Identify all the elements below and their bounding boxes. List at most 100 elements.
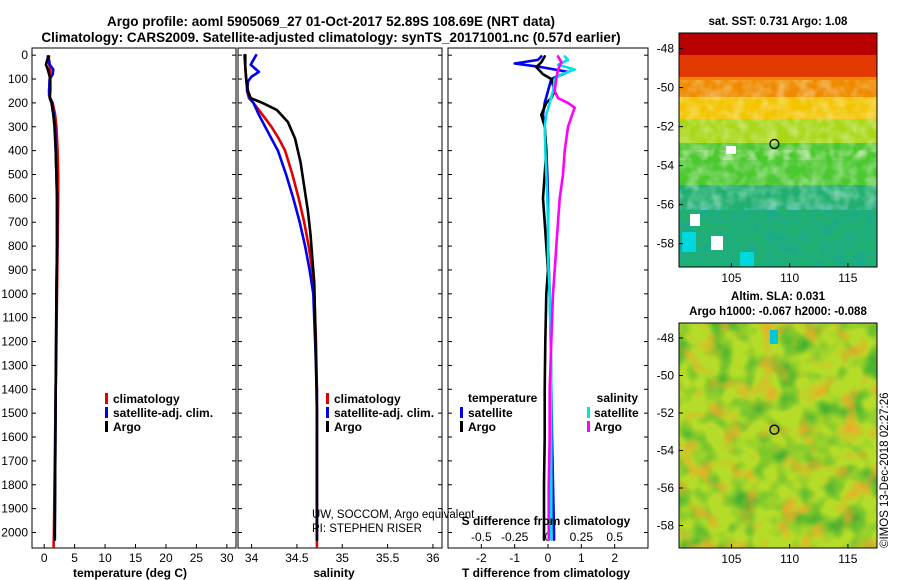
- depth-tick-label: 2000: [1, 525, 28, 539]
- map-y-tick-label: -54: [657, 444, 675, 458]
- legend-swatch-s-satellite: [587, 407, 590, 418]
- salinity-series: [243, 53, 319, 548]
- s-difference-x-label: S difference from climatology: [462, 514, 631, 528]
- sst-map-title: sat. SST: 0.731 Argo: 1.08: [709, 16, 849, 28]
- legend-swatch-argo: [105, 421, 108, 432]
- x-tick-label-s: 0.5: [606, 530, 623, 544]
- difference-legend-temperature: temperature satellite Argo: [460, 391, 538, 434]
- map-y-tick-label: -56: [657, 481, 675, 495]
- sla-heatmap: [679, 323, 877, 548]
- sst-map-ticks: 105 110 115 -48 -50 -52 -54 -56 -58: [657, 42, 858, 285]
- x-tick-label: 36: [426, 551, 440, 565]
- sla-map-title: Altim. SLA: 0.031: [731, 291, 826, 303]
- depth-tick-label: 0: [21, 48, 28, 62]
- x-tick-label: 5: [71, 551, 78, 565]
- series-line-s-satellite: [543, 55, 577, 541]
- x-tick-label: 25: [190, 551, 204, 565]
- depth-tick-label: 800: [8, 239, 28, 253]
- sla-cyan-patch: [770, 330, 778, 344]
- sst-light-texture: [679, 80, 877, 160]
- x-tick-label: 15: [129, 551, 143, 565]
- legend-label-t-argo: Argo: [468, 420, 496, 434]
- temperature-x-label: temperature (deg C): [73, 566, 187, 580]
- depth-tick-label: 1700: [1, 454, 28, 468]
- legend-heading-temperature: temperature: [468, 391, 538, 405]
- depth-tick-label: 200: [8, 96, 28, 110]
- map-y-tick-label: -50: [657, 81, 675, 95]
- map-y-tick-label: -56: [657, 198, 675, 212]
- map-y-tick-label: -52: [657, 406, 675, 420]
- legend-swatch-t-argo: [460, 421, 463, 432]
- map-y-tick-label: -54: [657, 159, 675, 173]
- sst-missing-patch: [690, 214, 700, 226]
- legend-swatch-argo: [326, 421, 329, 432]
- depth-tick-label: 1900: [1, 502, 28, 516]
- legend-swatch-climatology: [105, 393, 108, 404]
- temperature-panel-frame: [31, 47, 237, 549]
- x-tick-label-t: 0: [545, 551, 552, 565]
- depth-tick-label: 1400: [1, 382, 28, 396]
- sst-missing-patch: [711, 236, 723, 250]
- x-tick-label-s: 0.25: [570, 530, 594, 544]
- x-tick-label: 30: [220, 551, 234, 565]
- depth-tick-label: 500: [8, 167, 28, 181]
- legend-swatch-s-argo: [587, 421, 590, 432]
- sst-cyan-patch: [682, 232, 696, 252]
- data-attribution: UW, SOCCOM, Argo equivalent: [312, 509, 475, 521]
- legend-label-s-argo: Argo: [594, 420, 622, 434]
- sla-orange-texture: [679, 323, 877, 548]
- temperature-x-ticks: 0 5 10 15 20 25 30: [41, 544, 234, 565]
- x-tick-label-t: -2: [476, 551, 487, 565]
- depth-tick-label: 1600: [1, 430, 28, 444]
- map-y-tick-label: -52: [657, 120, 675, 134]
- sst-band-red: [679, 55, 877, 77]
- depth-tick-label: 1000: [1, 287, 28, 301]
- x-tick-label-s: -0.5: [471, 530, 492, 544]
- t-difference-x-label: T difference from climatology: [462, 566, 630, 580]
- sst-band-darkred: [679, 33, 877, 55]
- x-tick-label-t: -1: [509, 551, 520, 565]
- difference-series: [513, 55, 577, 541]
- map-x-tick-label: 110: [780, 271, 799, 285]
- map-y-tick-label: -48: [657, 42, 675, 56]
- series-line-s-argo: [547, 55, 577, 541]
- legend-label-t-satellite: satellite: [468, 406, 513, 420]
- sla-map-ticks: 105 110 115 -48 -50 -52 -54 -56 -58: [657, 331, 858, 566]
- sla-map-frame: [678, 322, 878, 549]
- depth-tick-label: 100: [8, 72, 28, 86]
- depth-tick-label: 1500: [1, 406, 28, 420]
- sst-teal-texture: [679, 205, 877, 267]
- x-tick-label: 34: [245, 551, 259, 565]
- sst-gap-texture: [679, 150, 877, 210]
- imos-watermark: ©IMOS 13-Dec-2018 02:27:26: [879, 392, 891, 548]
- x-tick-label-s: -0.25: [501, 530, 529, 544]
- map-x-tick-label: 105: [721, 552, 741, 566]
- map-x-tick-label: 115: [838, 271, 857, 285]
- legend-swatch-t-satellite: [460, 407, 463, 418]
- difference-x-ticks: -2 -1 0 1 2-0.5 -0.25 0 0.25 0.5: [471, 530, 623, 565]
- legend-label-satellite: satellite-adj. clim.: [113, 406, 213, 420]
- x-tick-label: 10: [98, 551, 112, 565]
- map-y-tick-label: -58: [657, 237, 675, 251]
- legend-swatch-climatology: [326, 393, 329, 404]
- map-x-tick-label: 110: [780, 552, 799, 566]
- legend-label-argo: Argo: [334, 420, 362, 434]
- legend-heading-salinity: salinity: [597, 391, 639, 405]
- x-tick-label: 0: [41, 551, 48, 565]
- map-x-tick-label: 105: [721, 271, 741, 285]
- temperature-series: [44, 55, 60, 548]
- sla-map-subtitle: Argo h1000: -0.067 h2000: -0.088: [689, 306, 867, 318]
- depth-tick-label: 1100: [2, 311, 28, 325]
- figure-title-line2: Climatology: CARS2009. Satellite-adjuste…: [41, 30, 620, 45]
- legend-label-satellite: satellite-adj. clim.: [334, 406, 434, 420]
- depth-tick-label: 700: [8, 215, 28, 229]
- argo-position-marker: [769, 138, 780, 150]
- legend-label-argo: Argo: [113, 420, 141, 434]
- map-y-tick-label: -48: [657, 331, 675, 345]
- data-pi: PI: STEPHEN RISER: [312, 523, 422, 535]
- sst-cyan-patch: [740, 252, 754, 266]
- x-tick-label: 35: [336, 551, 350, 565]
- salinity-x-label: salinity: [313, 566, 355, 580]
- x-tick-label-t: 2: [611, 551, 618, 565]
- depth-axis: 0 100 200 300 400 500 600 700 800 900 1000 1100 1200…: [1, 48, 648, 539]
